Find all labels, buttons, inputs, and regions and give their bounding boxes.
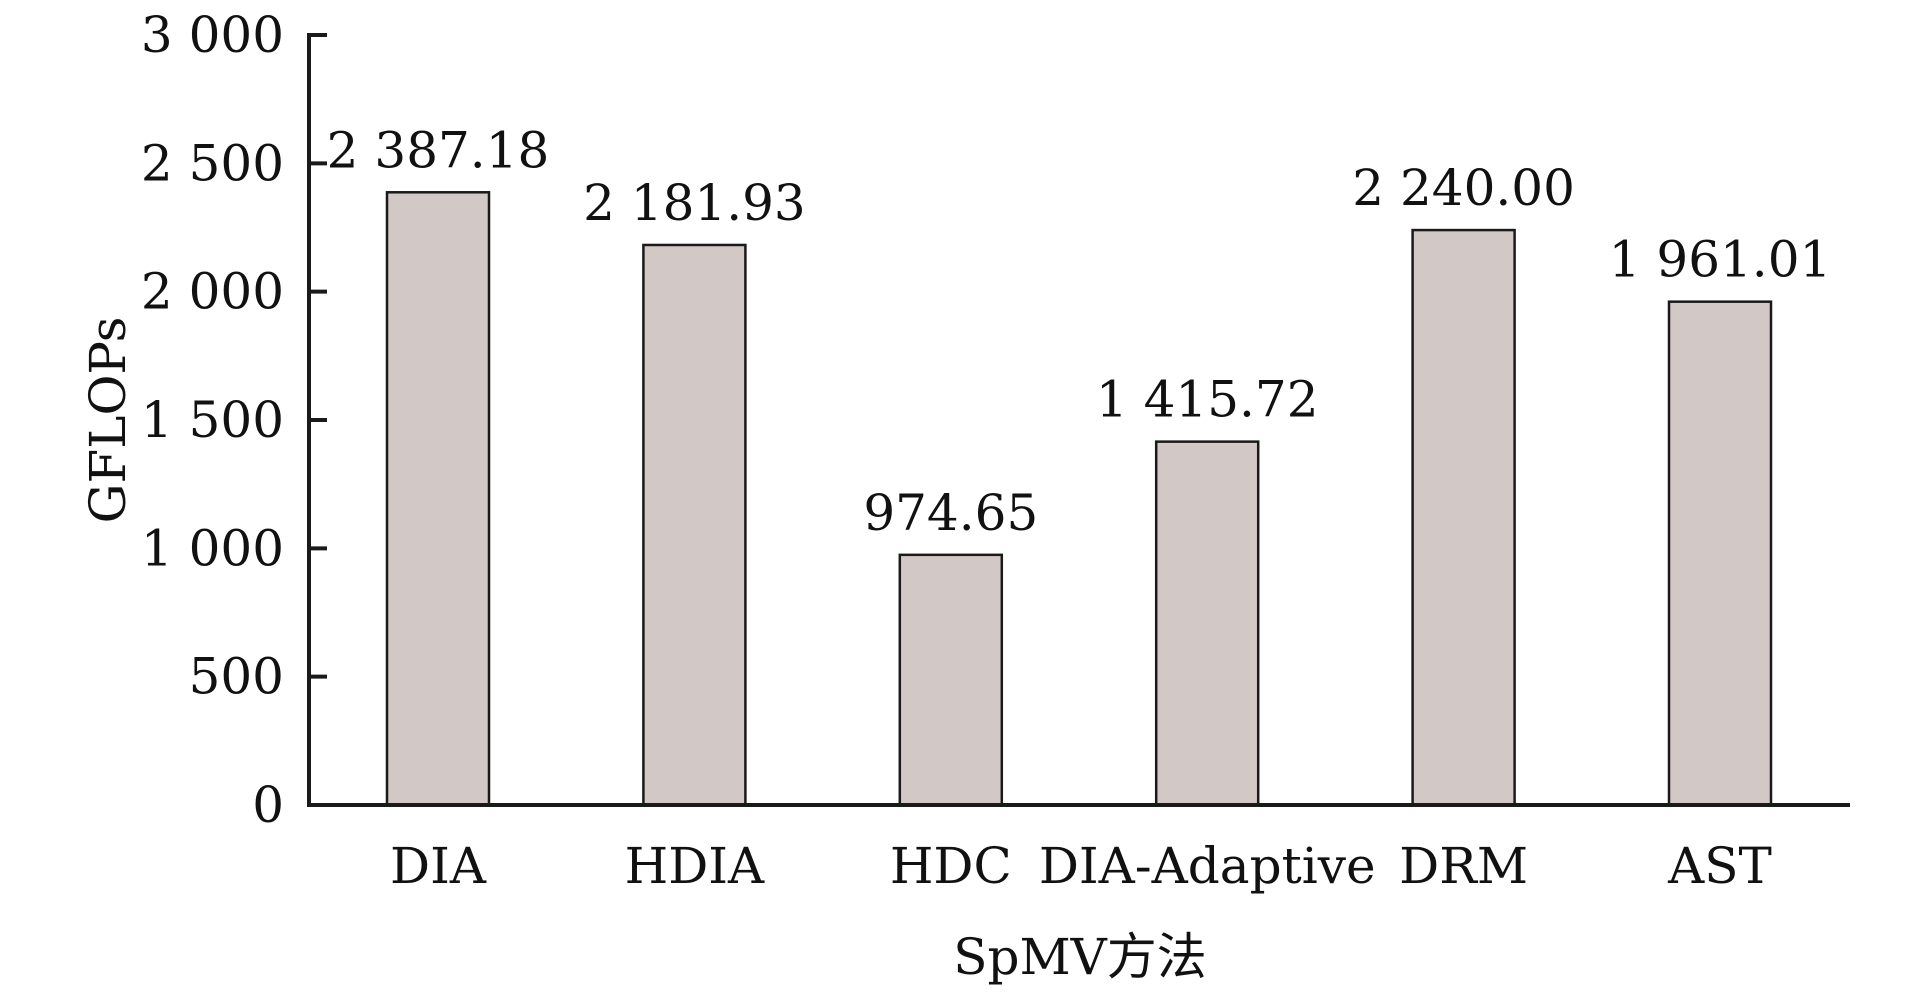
bar-ast bbox=[1667, 300, 1773, 807]
bar-value-label: 1 961.01 bbox=[1609, 231, 1832, 289]
y-axis-title: GFLOPs bbox=[79, 317, 137, 524]
y-tick-label: 2 000 bbox=[141, 263, 284, 321]
y-tick-label: 500 bbox=[189, 648, 284, 706]
bars-group bbox=[385, 191, 1773, 807]
bar-hdc bbox=[898, 553, 1004, 807]
bar-drm bbox=[1411, 228, 1516, 807]
bar-hdia bbox=[642, 243, 747, 807]
x-labels-group: DIA HDIA HDC DIA-Adaptive DRM AST bbox=[390, 837, 1772, 895]
data-labels-group: 2 387.18 2 181.93 974.65 1 415.72 2 240.00 1 … bbox=[327, 121, 1832, 542]
bar-value-label: 2 240.00 bbox=[1352, 159, 1575, 217]
y-tick-label: 3 000 bbox=[141, 6, 284, 64]
x-category-label: HDIA bbox=[625, 837, 765, 895]
y-tick-label: 1 000 bbox=[141, 519, 284, 577]
x-category-label: AST bbox=[1667, 837, 1772, 895]
bar-value-label: 974.65 bbox=[863, 484, 1038, 542]
x-category-label: DIA-Adaptive bbox=[1039, 837, 1376, 895]
x-axis-title: SpMV方法 bbox=[953, 928, 1207, 986]
y-ticks-group: 0 500 1 000 1 500 2 000 2 500 3 000 bbox=[141, 6, 327, 834]
y-tick-label: 1 500 bbox=[141, 391, 284, 449]
bar-value-label: 1 415.72 bbox=[1096, 371, 1319, 429]
y-tick-label: 2 500 bbox=[141, 134, 284, 192]
x-category-label: DIA bbox=[390, 837, 487, 895]
bar-dia-adaptive bbox=[1154, 440, 1260, 807]
bar-value-label: 2 387.18 bbox=[327, 121, 550, 179]
x-category-label: HDC bbox=[890, 837, 1012, 895]
bar-dia bbox=[385, 191, 491, 807]
y-tick-label: 0 bbox=[252, 776, 284, 834]
x-category-label: DRM bbox=[1399, 837, 1528, 895]
bar-value-label: 2 181.93 bbox=[583, 174, 806, 232]
